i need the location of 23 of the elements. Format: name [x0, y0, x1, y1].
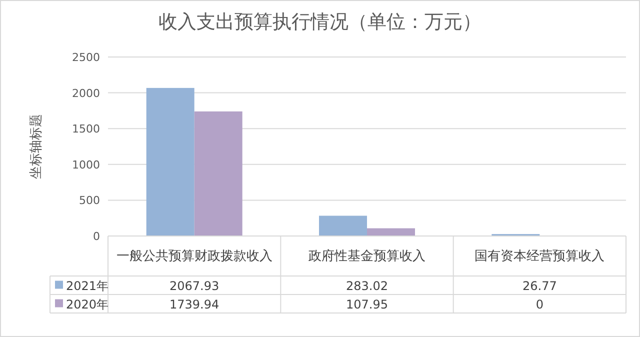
- chart-title: 收入支出预算执行情况（单位：万元）: [158, 11, 482, 33]
- y-tick-label: 500: [79, 194, 100, 208]
- y-axis-title: 坐标轴标题: [29, 114, 44, 179]
- x-tick-label: 政府性基金预算收入: [308, 248, 426, 264]
- data-label: 2067.93: [170, 278, 220, 293]
- data-label: 107.95: [346, 297, 388, 312]
- y-tick-label: 2500: [72, 51, 100, 64]
- data-label: 1739.94: [170, 297, 220, 312]
- data-label: 283.02: [346, 278, 388, 293]
- y-tick-label: 0: [93, 230, 100, 243]
- bar: [146, 88, 194, 236]
- y-tick-label: 1500: [72, 122, 100, 136]
- legend-label: 2021年: [66, 278, 109, 293]
- y-tick-label: 2000: [72, 86, 100, 100]
- legend-label: 2020年: [66, 297, 109, 312]
- bar: [319, 216, 367, 236]
- x-tick-label: 一般公共预算财政拨款收入: [116, 249, 272, 264]
- data-label: 0: [536, 297, 544, 312]
- x-tick-label: 国有资本经营预算收入: [474, 249, 605, 264]
- data-label: 26.77: [522, 278, 557, 293]
- bar: [367, 228, 415, 236]
- y-tick-label: 1000: [72, 158, 100, 172]
- bar: [194, 111, 242, 236]
